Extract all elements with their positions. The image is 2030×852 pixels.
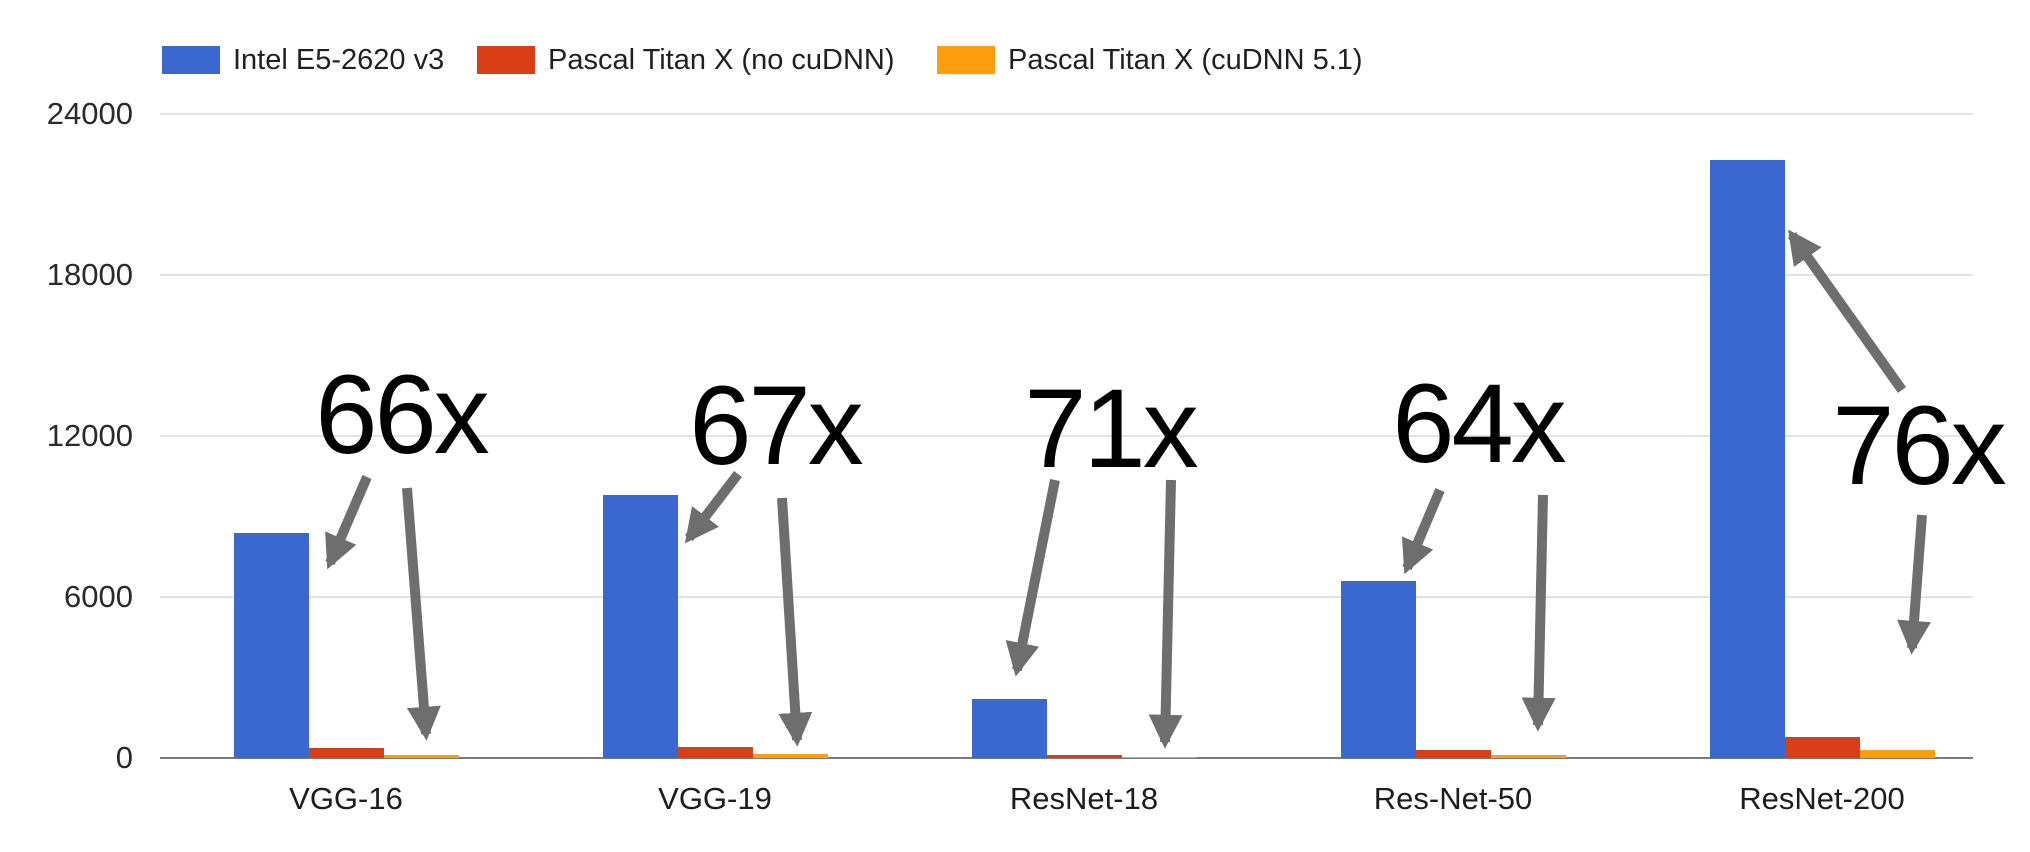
x-axis-line	[160, 757, 1973, 759]
bar-pascal-titan-x-cudnn-5-1-res-net-50	[1490, 755, 1566, 758]
x-tick-label-resnet-18: ResNet-18	[1009, 781, 1159, 816]
x-tick-label-vgg-19: VGG-19	[658, 781, 772, 816]
bar-pascal-titan-x-cudnn-5-1-resnet-18	[1121, 757, 1197, 758]
y-tick-label-18000: 18000	[46, 257, 133, 292]
speedup-annotation-resnet200: 76x	[1832, 383, 2007, 508]
bar-pascal-titan-x-cudnn-5-1-vgg-19	[752, 754, 828, 758]
bar-pascal-titan-x-no-cudnn-resnet-18	[1046, 755, 1122, 758]
bar-intel-e5-2620-v3-resnet-18	[971, 698, 1047, 758]
legend-item-pascal-titan-x-cudnn-5-1: Pascal Titan X (cuDNN 5.1)	[937, 44, 1363, 76]
y-tick-label-0: 0	[115, 740, 133, 775]
x-tick-label-vgg-16: VGG-16	[289, 781, 403, 816]
speedup-annotation-vgg19: 67x	[689, 363, 864, 488]
bar-intel-e5-2620-v3-resnet-200	[1709, 159, 1785, 758]
bar-pascal-titan-x-no-cudnn-vgg-19	[677, 747, 753, 758]
bar-pascal-titan-x-cudnn-5-1-resnet-200	[1859, 750, 1935, 758]
arrow-64x-to-cpu-bar	[1401, 488, 1445, 575]
arrow-67x-to-gpu-bar	[777, 497, 813, 747]
gridline-6000	[160, 596, 1973, 598]
arrow-71x-to-gpu-bar	[1148, 479, 1183, 749]
bar-pascal-titan-x-no-cudnn-resnet-200	[1784, 736, 1860, 758]
gridline-24000	[160, 113, 1973, 115]
gridline-18000	[160, 274, 1973, 276]
speedup-annotation-resnet18: 71x	[1024, 366, 1199, 491]
bar-intel-e5-2620-v3-vgg-16	[233, 532, 309, 758]
x-tick-label-resnet-200: ResNet-200	[1739, 781, 1905, 816]
y-tick-label-12000: 12000	[46, 418, 133, 453]
y-tick-label-24000: 24000	[46, 96, 133, 131]
arrow-66x-to-cpu-bar	[325, 475, 372, 570]
arrow-76x-to-cpu-bar	[1787, 229, 1907, 393]
y-tick-label-6000: 6000	[64, 579, 133, 614]
arrow-66x-to-gpu-bar	[402, 487, 441, 741]
legend-label-intel-e5-2620-v3: Intel E5-2620 v3	[233, 44, 445, 76]
legend-item-intel-e5-2620-v3: Intel E5-2620 v3	[162, 44, 445, 76]
bar-intel-e5-2620-v3-vgg-19	[602, 495, 678, 758]
bar-intel-e5-2620-v3-res-net-50	[1340, 580, 1416, 758]
legend-swatch-intel-e5-2620-v3	[162, 46, 220, 74]
arrow-76x-to-gpu-bar	[1897, 514, 1931, 655]
speedup-annotation-vgg16: 66x	[315, 352, 490, 477]
speedup-annotation-resnet50: 64x	[1392, 361, 1567, 486]
bar-pascal-titan-x-cudnn-5-1-vgg-16	[383, 754, 459, 758]
legend-label-pascal-titan-x-cudnn-5-1: Pascal Titan X (cuDNN 5.1)	[1008, 44, 1363, 76]
bar-pascal-titan-x-no-cudnn-vgg-16	[308, 748, 384, 758]
bar-pascal-titan-x-no-cudnn-res-net-50	[1415, 750, 1491, 758]
x-tick-label-res-net-50: Res-Net-50	[1373, 781, 1533, 816]
legend-swatch-pascal-titan-x-no-cudnn	[477, 46, 535, 74]
arrow-64x-to-gpu-bar	[1521, 494, 1556, 732]
legend-swatch-pascal-titan-x-cudnn-5-1	[937, 46, 995, 74]
legend-label-pascal-titan-x-no-cudnn: Pascal Titan X (no cuDNN)	[548, 44, 895, 76]
gridline-12000	[160, 435, 1973, 437]
legend-item-pascal-titan-x-no-cudnn: Pascal Titan X (no cuDNN)	[477, 44, 895, 76]
arrow-71x-to-cpu-bar	[1005, 479, 1060, 677]
